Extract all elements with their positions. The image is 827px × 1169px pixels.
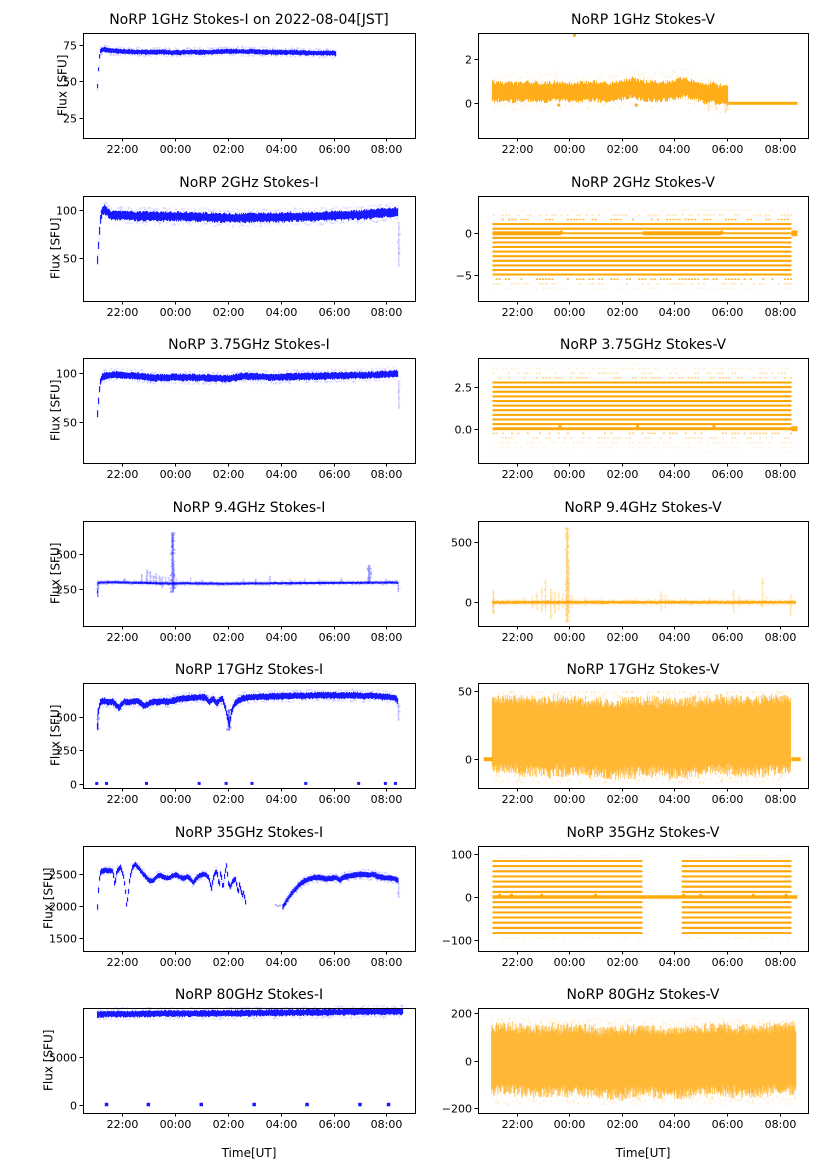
plot-title: NoRP 9.4GHz Stokes-I (172, 500, 326, 516)
plot-canvas-35ghz-stokes-v (428, 840, 820, 973)
panel-norp-2ghz-stokes-i: NoRP 2GHz Stokes-I Flux [SFU] (33, 175, 427, 353)
plot-canvas-17ghz-stokes-v (428, 677, 820, 810)
plot-title: NoRP 2GHz Stokes-I (179, 175, 319, 191)
panel-norp-80ghz-stokes-i: NoRP 80GHz Stokes-I Flux [SFU] Time[UT] (33, 987, 427, 1165)
panel-norp-3.75ghz-stokes-i: NoRP 3.75GHz Stokes-I Flux [SFU] (33, 337, 427, 515)
plot-canvas-9.4ghz-stokes-i (33, 515, 427, 648)
plot-canvas-80ghz-stokes-v (428, 1002, 820, 1135)
plot-title: NoRP 17GHz Stokes-I (174, 662, 324, 678)
panel-norp-3.75ghz-stokes-v: NoRP 3.75GHz Stokes-V (428, 337, 820, 515)
plot-title: NoRP 17GHz Stokes-V (566, 662, 720, 678)
panel-norp-35ghz-stokes-i: NoRP 35GHz Stokes-I Flux [SFU] (33, 825, 427, 1003)
panel-norp-17ghz-stokes-i: NoRP 17GHz Stokes-I Flux [SFU] (33, 662, 427, 840)
plot-canvas-2ghz-stokes-v (428, 190, 820, 323)
plot-canvas-3.75ghz-stokes-v (428, 352, 820, 485)
plot-canvas-9.4ghz-stokes-v (428, 515, 820, 648)
plot-title: NoRP 80GHz Stokes-I (174, 987, 324, 1003)
x-axis-label: Time[UT] (221, 1146, 277, 1160)
plot-canvas-1ghz-stokes-v (428, 27, 820, 160)
plot-title: NoRP 3.75GHz Stokes-I (168, 337, 330, 353)
plot-canvas-35ghz-stokes-i (33, 840, 427, 973)
plot-title: NoRP 35GHz Stokes-V (566, 825, 720, 841)
x-axis-label: Time[UT] (615, 1146, 671, 1160)
plot-canvas-2ghz-stokes-i (33, 190, 427, 323)
panel-norp-9.4ghz-stokes-i: NoRP 9.4GHz Stokes-I Flux [SFU] (33, 500, 427, 678)
panel-norp-9.4ghz-stokes-v: NoRP 9.4GHz Stokes-V (428, 500, 820, 678)
plot-canvas-17ghz-stokes-i (33, 677, 427, 810)
plot-title: NoRP 3.75GHz Stokes-V (559, 337, 727, 353)
panel-norp-2ghz-stokes-v: NoRP 2GHz Stokes-V (428, 175, 820, 353)
plot-title: NoRP 2GHz Stokes-V (570, 175, 715, 191)
panel-norp-1ghz-stokes-i: NoRP 1GHz Stokes-I on 2022-08-04[JST] Fl… (33, 12, 427, 190)
panel-norp-17ghz-stokes-v: NoRP 17GHz Stokes-V (428, 662, 820, 840)
plot-canvas-3.75ghz-stokes-i (33, 352, 427, 485)
plot-title: NoRP 80GHz Stokes-V (566, 987, 720, 1003)
plot-title: NoRP 1GHz Stokes-V (570, 12, 715, 28)
plot-canvas-80ghz-stokes-i (33, 1002, 427, 1135)
panel-norp-1ghz-stokes-v: NoRP 1GHz Stokes-V (428, 12, 820, 190)
panel-norp-80ghz-stokes-v: NoRP 80GHz Stokes-V Time[UT] (428, 987, 820, 1165)
plot-title: NoRP 1GHz Stokes-I on 2022-08-04[JST] (109, 12, 389, 28)
plot-title: NoRP 9.4GHz Stokes-V (564, 500, 722, 516)
plot-canvas-1ghz-stokes-i (33, 27, 427, 160)
panel-norp-35ghz-stokes-v: NoRP 35GHz Stokes-V (428, 825, 820, 1003)
plot-title: NoRP 35GHz Stokes-I (174, 825, 324, 841)
